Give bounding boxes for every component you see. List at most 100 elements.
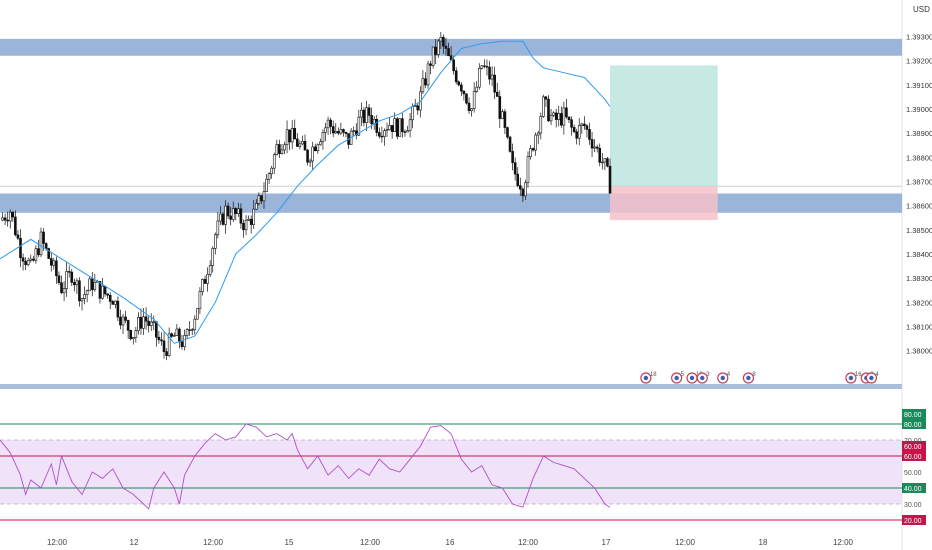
rsi-tick-label: 40.00	[904, 486, 922, 493]
price-tick-label: 1.38800	[906, 153, 932, 162]
candle	[193, 315, 197, 335]
candle	[34, 245, 38, 264]
candle-body	[160, 339, 163, 342]
candle	[270, 165, 273, 179]
candle-body	[126, 320, 130, 331]
candle-body	[244, 219, 248, 231]
candle-body	[337, 131, 340, 134]
target-area	[610, 65, 718, 187]
rsi-tick-badge	[902, 515, 926, 525]
candle-body	[201, 279, 204, 292]
candle-body	[577, 125, 581, 139]
candle	[290, 120, 294, 150]
candle-body	[588, 129, 591, 140]
rsi-band	[0, 440, 902, 504]
candle	[462, 90, 466, 101]
candle-body	[324, 127, 327, 133]
candle-body	[598, 147, 602, 163]
candle-body	[198, 291, 202, 309]
candle-body	[229, 215, 232, 220]
rsi-tick: 70.00	[904, 438, 922, 445]
candle-body	[416, 105, 420, 111]
candle	[224, 200, 227, 234]
candle-body	[124, 316, 127, 321]
candle-body	[403, 131, 407, 133]
candle	[480, 65, 484, 70]
candle-body	[603, 158, 607, 163]
candle-body	[129, 330, 133, 340]
candle	[119, 309, 122, 330]
price-tick-label: 1.39000	[906, 105, 932, 114]
candle-body	[216, 220, 220, 236]
candle	[488, 60, 491, 85]
candle	[257, 192, 261, 206]
candle-body	[137, 317, 140, 331]
rsi-tick: 80.00	[902, 409, 926, 419]
candle-body	[401, 118, 404, 133]
candle	[542, 94, 545, 118]
candle	[239, 203, 243, 229]
candle-body	[196, 308, 199, 320]
candle-body	[257, 195, 261, 204]
candle-body	[116, 300, 120, 318]
rsi-line	[0, 423, 611, 510]
candle	[513, 157, 517, 181]
candle	[365, 101, 368, 132]
event-flag-dot	[689, 375, 695, 381]
candle	[516, 167, 520, 188]
candle-body	[206, 274, 209, 284]
candle-body	[88, 278, 92, 292]
price-tick-label: 1.38100	[906, 322, 932, 331]
candle	[221, 211, 225, 226]
candle-body	[24, 260, 27, 266]
candle	[208, 260, 212, 278]
candle-body	[585, 125, 589, 130]
candle	[562, 101, 566, 135]
candle-body	[547, 98, 550, 122]
candle	[403, 129, 407, 137]
candle	[8, 209, 12, 229]
candle	[101, 278, 104, 300]
candle-body	[252, 208, 256, 225]
candle	[554, 108, 558, 128]
candle	[536, 130, 540, 145]
price-tick-label: 1.39200	[906, 57, 932, 66]
candle	[316, 143, 320, 154]
candle	[65, 262, 68, 297]
candle-body	[301, 141, 304, 145]
candle	[6, 211, 9, 227]
candle	[603, 158, 607, 171]
candle-body	[344, 131, 348, 134]
currency-label[interactable]: USD	[913, 5, 930, 14]
candle	[144, 307, 148, 330]
candle	[524, 179, 527, 201]
candle-body	[316, 144, 320, 151]
candle	[339, 122, 343, 136]
candle	[213, 232, 217, 255]
candle-body	[390, 125, 394, 133]
candle	[180, 334, 184, 350]
candle	[157, 330, 161, 344]
candle	[32, 255, 35, 262]
rsi-tick-label: 80.00	[904, 422, 922, 429]
candle-body	[506, 127, 509, 138]
candle-body	[393, 118, 397, 133]
candle-body	[524, 182, 527, 197]
candle-body	[426, 63, 430, 86]
candle-body	[580, 123, 584, 126]
time-tick-label: 12:00	[203, 538, 224, 547]
candle-body	[439, 37, 443, 42]
candle	[175, 324, 179, 336]
candle	[470, 107, 473, 117]
event-flag-dot	[700, 375, 705, 381]
candle	[231, 201, 235, 223]
candle-body	[165, 351, 168, 356]
candle-body	[601, 161, 604, 164]
candle	[465, 93, 468, 105]
candle	[375, 114, 379, 137]
candle-body	[224, 205, 227, 225]
candle	[570, 116, 573, 136]
candle	[429, 60, 432, 75]
candle	[490, 66, 494, 87]
candle	[14, 210, 17, 237]
